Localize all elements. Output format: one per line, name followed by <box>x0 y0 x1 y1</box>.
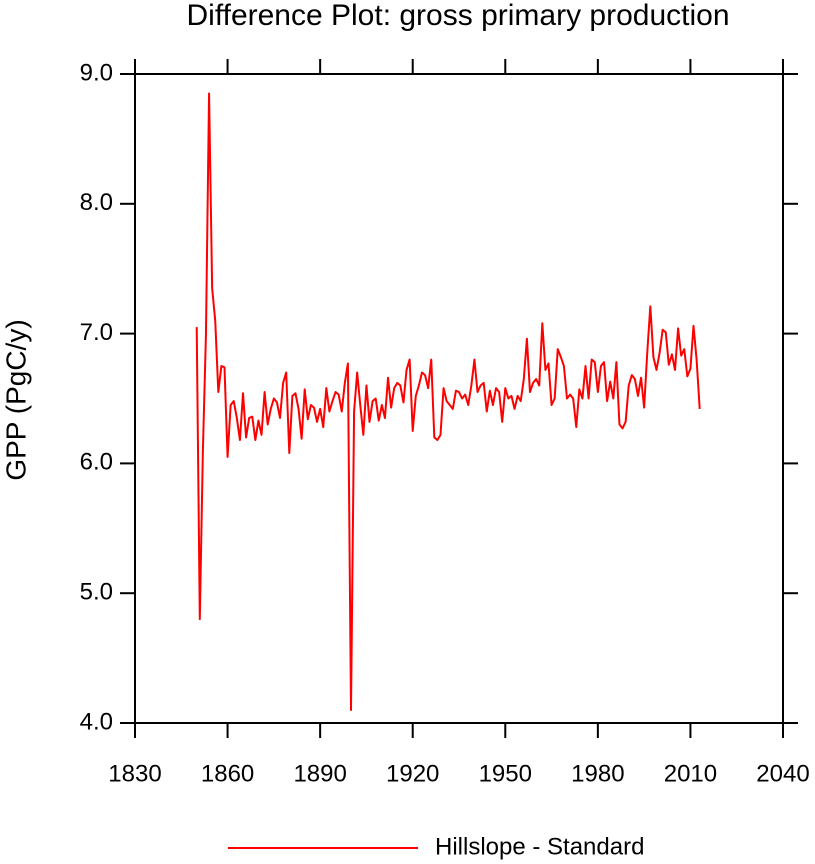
y-tick-label: 9.0 <box>80 59 113 86</box>
y-tick-label: 5.0 <box>80 579 113 606</box>
x-tick-label: 1830 <box>108 760 161 787</box>
x-tick-label: 1890 <box>293 760 346 787</box>
x-tick-label: 1950 <box>479 760 532 787</box>
y-tick-label: 8.0 <box>80 189 113 216</box>
chart-title: Difference Plot: gross primary productio… <box>186 0 729 32</box>
data-line <box>195 92 701 712</box>
x-tick-label: 2010 <box>664 760 717 787</box>
x-tick-label: 1920 <box>386 760 439 787</box>
x-tick-label: 1860 <box>201 760 254 787</box>
x-tick-label: 1980 <box>571 760 624 787</box>
x-tick-label: 2040 <box>756 760 809 787</box>
plot-frame <box>134 73 784 724</box>
legend-label: Hillslope - Standard <box>435 833 644 860</box>
y-tick-label: 6.0 <box>80 449 113 476</box>
y-tick-label: 7.0 <box>80 319 113 346</box>
y-tick-label: 4.0 <box>80 708 113 735</box>
y-axis-label: GPP (PgC/y) <box>0 319 31 480</box>
